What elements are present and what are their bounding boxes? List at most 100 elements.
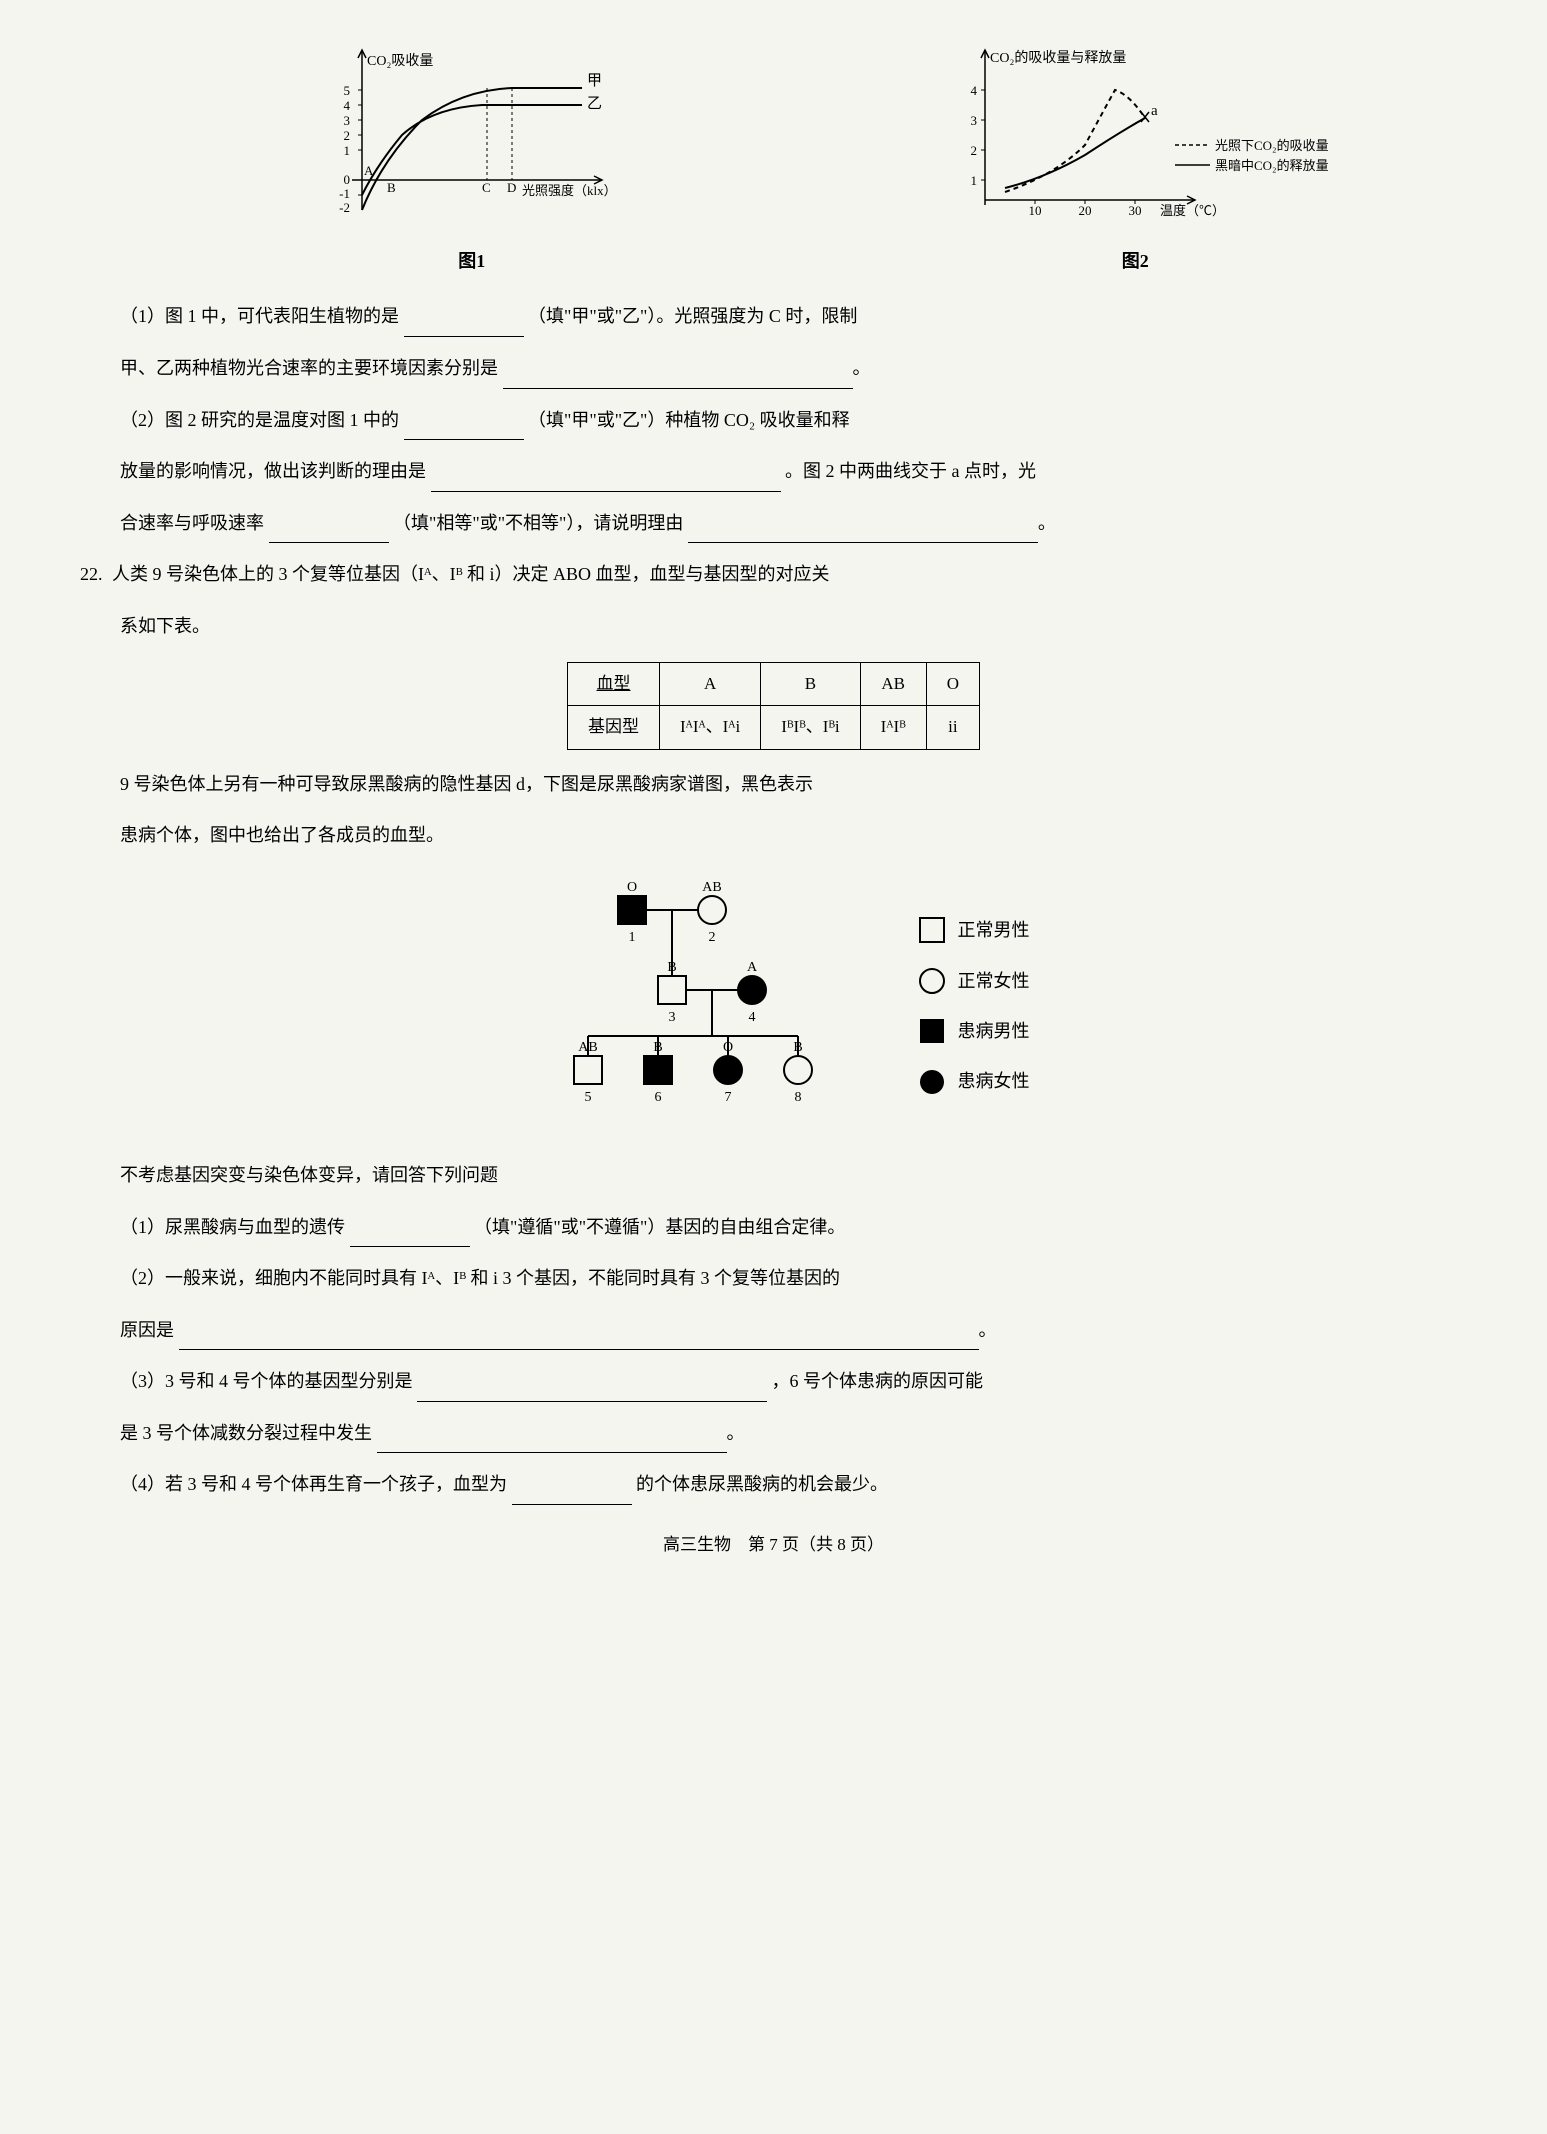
q22-s3: （3）3 号和 4 号个体的基因型分别是 (120, 1371, 413, 1391)
svg-text:2: 2 (971, 143, 978, 158)
svg-text:O: O (626, 880, 636, 895)
legend-item: 正常男性 (918, 914, 1030, 946)
svg-text:2: 2 (343, 128, 350, 143)
th: O (926, 662, 979, 706)
svg-text:4: 4 (343, 98, 350, 113)
blank (377, 1432, 727, 1454)
q21-p2-l3h: （填"相等"或"不相等"），请说明理由 (393, 513, 683, 533)
q21-p2-l2s: 。图 2 中两曲线交于 a 点时，光 (785, 461, 1036, 481)
q22-para2-l1: 9 号染色体上另有一种可导致尿黑酸病的隐性基因 d，下图是尿黑酸病家谱图，黑色表… (60, 765, 1487, 805)
svg-text:a: a (1151, 103, 1158, 119)
q21-p1-l2: 甲、乙两种植物光合速率的主要环境因素分别是 (120, 358, 498, 378)
svg-text:AB: AB (578, 1040, 597, 1055)
svg-text:光照强度（klx）: 光照强度（klx） (522, 183, 617, 198)
svg-text:CO₂的吸收量与释放量: CO₂的吸收量与释放量 (990, 50, 1126, 66)
q21-part2: （2）图 2 研究的是温度对图 1 中的 （填"甲"或"乙"）种植物 CO₂ 吸… (60, 401, 1487, 441)
q22-sub2-l2: 原因是 。 (60, 1311, 1487, 1351)
q21-part2-line3: 合速率与呼吸速率 （填"相等"或"不相等"），请说明理由 。 (60, 504, 1487, 544)
svg-text:1: 1 (343, 143, 350, 158)
q22-s4s: 的个体患尿黑酸病的机会最少。 (636, 1474, 888, 1494)
svg-text:3: 3 (971, 113, 978, 128)
svg-text:温度（℃）: 温度（℃） (1160, 203, 1225, 218)
charts-row: 5 4 3 2 1 0 -1 -2 CO₂吸收量 甲 乙 A (60, 40, 1487, 277)
q22-sub3: （3）3 号和 4 号个体的基因型分别是 ，6 号个体患病的原因可能 (60, 1362, 1487, 1402)
q22-intro2: 系如下表。 (60, 607, 1487, 647)
th: B (761, 662, 860, 706)
q22-s3s: ，6 号个体患病的原因可能 (772, 1371, 984, 1391)
svg-text:1: 1 (628, 930, 635, 945)
th: AB (860, 662, 926, 706)
q22-sub3-l2: 是 3 号个体减数分裂过程中发生 。 (60, 1414, 1487, 1454)
svg-text:6: 6 (654, 1090, 661, 1105)
td: ii (926, 706, 979, 750)
pedigree-svg: O 1 AB 2 B 3 A 4 AB 5 B 6 O 7 B 8 (518, 876, 858, 1136)
svg-text:3: 3 (668, 1010, 675, 1025)
blank (179, 1329, 979, 1351)
svg-text:A: A (364, 163, 374, 178)
svg-text:4: 4 (971, 83, 978, 98)
svg-text:0: 0 (343, 172, 350, 187)
table-row: 血型 A B AB O (567, 662, 979, 706)
svg-text:D: D (507, 180, 516, 195)
blood-type-table: 血型 A B AB O 基因型 IᴬIᴬ、Iᴬi IᴮIᴮ、Iᴮi IᴬIᴮ i… (567, 662, 980, 750)
blank (269, 522, 389, 544)
q21-p1-prefix: （1）图 1 中，可代表阳生植物的是 (120, 306, 399, 326)
q22-sub4: （4）若 3 号和 4 号个体再生育一个孩子，血型为 的个体患尿黑酸病的机会最少… (60, 1465, 1487, 1505)
svg-text:乙: 乙 (587, 96, 602, 112)
chart2-caption: 图2 (1122, 245, 1149, 277)
svg-text:1: 1 (971, 173, 978, 188)
td: IᴮIᴮ、Iᴮi (761, 706, 860, 750)
td: IᴬIᴬ、Iᴬi (659, 706, 760, 750)
table-row: 基因型 IᴬIᴬ、Iᴬi IᴮIᴮ、Iᴮi IᴬIᴮ ii (567, 706, 979, 750)
svg-text:-2: -2 (339, 200, 350, 215)
svg-text:O: O (722, 1040, 732, 1055)
chart2-svg: 4 3 2 1 10 20 30 a CO₂的吸收量与释放量 温度（ (935, 40, 1335, 240)
svg-text:20: 20 (1079, 203, 1092, 218)
q22-s2-l2: 原因是 (120, 1320, 174, 1340)
td: IᴬIᴮ (860, 706, 926, 750)
q22-sub1: （1）尿黑酸病与血型的遗传 （填"遵循"或"不遵循"）基因的自由组合定律。 (60, 1208, 1487, 1248)
th: 血型 (567, 662, 659, 706)
q22-para2-l2: 患病个体，图中也给出了各成员的血型。 (60, 816, 1487, 856)
chart1-svg: 5 4 3 2 1 0 -1 -2 CO₂吸收量 甲 乙 A (312, 40, 632, 240)
svg-text:B: B (653, 1040, 662, 1055)
svg-text:30: 30 (1129, 203, 1142, 218)
legend-label: 患病女性 (958, 1065, 1030, 1097)
svg-text:2: 2 (708, 930, 715, 945)
svg-text:光照下CO₂的吸收量: 光照下CO₂的吸收量 (1215, 138, 1329, 153)
blank (404, 419, 524, 441)
q21-p2-hint: （填"甲"或"乙"）种植物 CO₂ 吸收量和释 (528, 410, 850, 430)
td: 基因型 (567, 706, 659, 750)
blank (350, 1226, 470, 1248)
q21-p2-prefix: （2）图 2 研究的是温度对图 1 中的 (120, 410, 399, 430)
q21-p2-l3: 合速率与呼吸速率 (120, 513, 264, 533)
legend-item: 患病男性 (918, 1015, 1030, 1047)
th: A (659, 662, 760, 706)
chart2-container: 4 3 2 1 10 20 30 a CO₂的吸收量与释放量 温度（ (935, 40, 1335, 277)
chart1-ylabel: CO₂吸收量 (367, 53, 433, 69)
svg-text:7: 7 (724, 1090, 731, 1105)
q22-intro: 22. 人类 9 号染色体上的 3 个复等位基因（Iᴬ、Iᴮ 和 i）决定 AB… (60, 555, 1487, 595)
svg-text:C: C (482, 180, 491, 195)
legend-item: 正常女性 (918, 965, 1030, 997)
blank (512, 1483, 632, 1505)
q22-sub2: （2）一般来说，细胞内不能同时具有 Iᴬ、Iᴮ 和 i 3 个基因，不能同时具有… (60, 1259, 1487, 1299)
q22-intro-text: 人类 9 号染色体上的 3 个复等位基因（Iᴬ、Iᴮ 和 i）决定 ABO 血型… (112, 564, 830, 584)
svg-text:3: 3 (343, 113, 350, 128)
svg-text:甲: 甲 (587, 73, 602, 89)
q21-p2-l2: 放量的影响情况，做出该判断的理由是 (120, 461, 426, 481)
q22-s1h: （填"遵循"或"不遵循"）基因的自由组合定律。 (474, 1217, 845, 1237)
legend-label: 正常男性 (958, 914, 1030, 946)
svg-text:4: 4 (748, 1010, 755, 1025)
blank (404, 315, 524, 337)
svg-text:B: B (387, 180, 396, 195)
q21-part2-line2: 放量的影响情况，做出该判断的理由是 。图 2 中两曲线交于 a 点时，光 (60, 452, 1487, 492)
svg-text:AB: AB (702, 880, 721, 895)
blank (417, 1380, 767, 1402)
svg-text:黑暗中CO₂的释放量: 黑暗中CO₂的释放量 (1215, 158, 1329, 173)
legend-item: 患病女性 (918, 1065, 1030, 1097)
q21-part1: （1）图 1 中，可代表阳生植物的是 （填"甲"或"乙"）。光照强度为 C 时，… (60, 297, 1487, 337)
svg-text:B: B (793, 1040, 802, 1055)
svg-text:10: 10 (1029, 203, 1042, 218)
legend-label: 患病男性 (958, 1015, 1030, 1047)
